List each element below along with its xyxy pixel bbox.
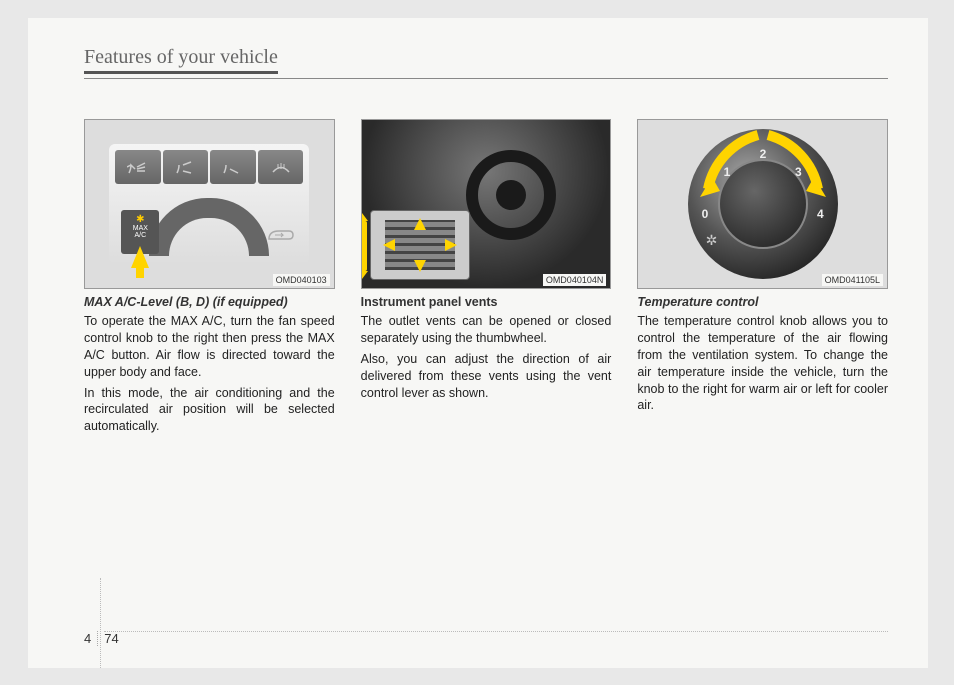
dial-num-3: 3 [795,165,802,179]
dial-num-4: 4 [817,207,824,221]
footer-rule-h [104,631,888,632]
column-1: ✱ MAX A/C OMD040103 MAX A/C-Level (B, D)… [84,119,335,439]
arrow-right-icon [445,239,457,251]
subhead-1: MAX A/C-Level (B, D) (if equipped) [84,295,335,309]
col2-p2: Also, you can adjust the direction of ai… [361,351,612,402]
steering-wheel-icon [466,150,556,240]
section-number: 4 [84,631,98,646]
thumbwheel-arrow [361,221,367,271]
arrow-left-icon [383,239,395,251]
dial-arrows [678,119,848,289]
col3-p1: The temperature control knob allows you … [637,313,888,414]
header-title: Features of your vehicle [84,46,278,74]
recirculation-icon [265,225,295,248]
col1-p2: In this mode, the air conditioning and t… [84,385,335,436]
mode-button-3 [210,150,256,184]
vent-inset [370,210,470,280]
subhead-2: Instrument panel vents [361,295,612,309]
figure-temp-control: 0 1 2 3 4 ✲ OMD041105L [637,119,888,289]
footer-rule-v [100,578,101,668]
pointer-arrow [131,246,149,268]
dial-num-2: 2 [760,147,767,161]
content-columns: ✱ MAX A/C OMD040103 MAX A/C-Level (B, D)… [84,119,888,439]
fan-icon: ✲ [706,232,718,249]
column-3: 0 1 2 3 4 ✲ OMD041105L Temperature contr… [637,119,888,439]
max-ac-label-1: MAX [133,225,148,232]
arrow-down-icon [414,260,426,272]
mode-button-4 [258,150,304,184]
arrow-up-icon [414,218,426,230]
figure-id-3: OMD041105L [822,274,883,286]
figure-vents: OMD040104N [361,119,612,289]
figure-max-ac: ✱ MAX A/C OMD040103 [84,119,335,289]
manual-page: Features of your vehicle [28,18,928,668]
col2-p1: The outlet vents can be opened or closed… [361,313,612,347]
dial-num-1: 1 [724,165,731,179]
max-ac-label-2: A/C [134,232,146,239]
ac-button-panel: ✱ MAX A/C [109,144,309,264]
panel-arch [149,198,269,256]
vent-louvers [385,220,455,270]
figure-id-2: OMD040104N [543,274,607,286]
column-2: OMD040104N Instrument panel vents The ou… [361,119,612,439]
temperature-dial: 0 1 2 3 4 ✲ [688,129,838,279]
dial-num-0: 0 [702,207,709,221]
page-number: 4 74 [84,631,119,646]
mode-button-2 [163,150,209,184]
col1-p1: To operate the MAX A/C, turn the fan spe… [84,313,335,381]
subhead-3: Temperature control [637,295,888,309]
figure-id-1: OMD040103 [273,274,330,286]
page-number-value: 74 [104,631,118,646]
mode-button-1 [115,150,161,184]
snowflake-icon: ✱ [121,214,159,225]
dashboard-illustration [362,120,611,288]
page-header: Features of your vehicle [84,46,888,79]
